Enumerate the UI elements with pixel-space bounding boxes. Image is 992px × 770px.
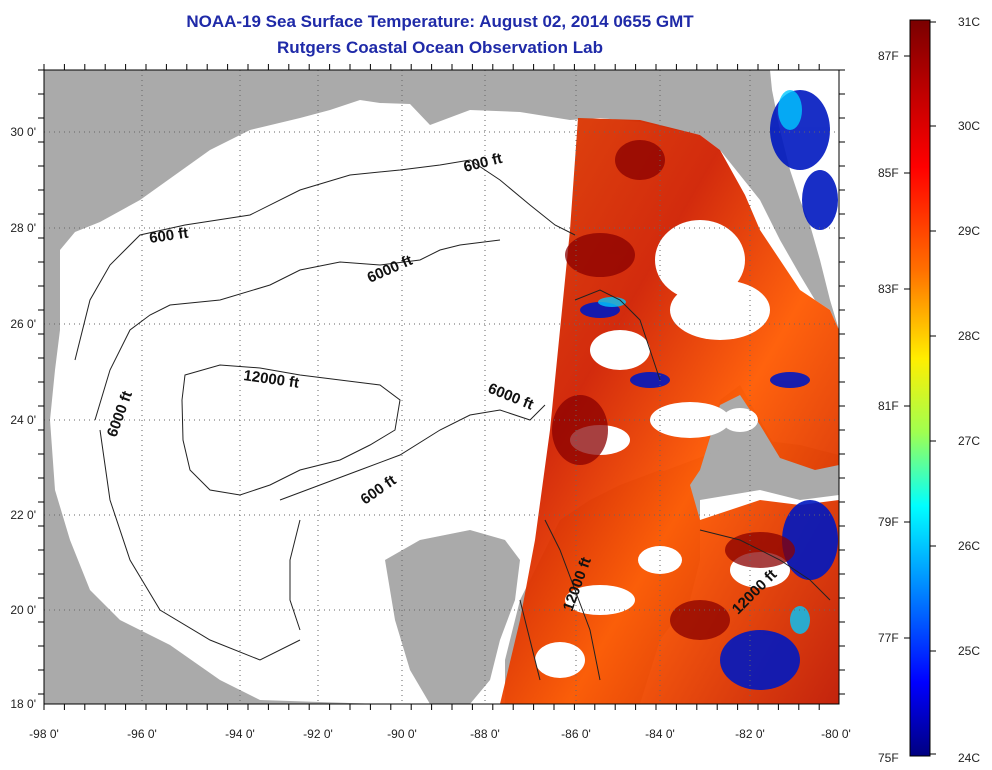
lon-label: -88 0' [470, 727, 500, 741]
colorbar-fahrenheit-label: 83F [878, 282, 899, 296]
lat-label: 26 0' [10, 317, 36, 331]
map-subtitle: Rutgers Coastal Ocean Observation Lab [277, 38, 603, 57]
contour-label-600-west: 600 ft [148, 225, 189, 247]
lat-label: 22 0' [10, 508, 36, 522]
lat-label: 18 0' [10, 697, 36, 711]
colorbar-fahrenheit-label: 81F [878, 399, 899, 413]
lat-label: 30 0' [10, 125, 36, 139]
colorbar-celsius-label: 25C [958, 644, 980, 658]
lon-label: -80 0' [821, 727, 851, 741]
lon-label: -94 0' [225, 727, 255, 741]
longitude-axis: -98 0' -96 0' -94 0' -92 0' -90 0' -88 0… [29, 727, 851, 741]
colorbar-fahrenheit-label: 79F [878, 515, 899, 529]
cool-water-patches [580, 90, 838, 690]
lon-label: -92 0' [303, 727, 333, 741]
colorbar-celsius-label: 30C [958, 119, 980, 133]
colorbar: 31C 30C 29C 28C 27C 26C 25C 24C 87F 85F … [878, 15, 980, 765]
lat-label: 24 0' [10, 413, 36, 427]
mid-temp-patches [598, 90, 810, 634]
colorbar-fahrenheit-label: 87F [878, 49, 899, 63]
colorbar-ticks [904, 21, 936, 755]
graticule [44, 70, 839, 704]
lon-label: -82 0' [735, 727, 765, 741]
colorbar-celsius-label: 26C [958, 539, 980, 553]
map-border [43, 69, 840, 705]
yucatan-land [385, 530, 520, 704]
lon-label: -90 0' [387, 727, 417, 741]
lat-label: 28 0' [10, 221, 36, 235]
lon-label: -96 0' [127, 727, 157, 741]
bathymetry-contours [74, 159, 831, 681]
colorbar-gradient [909, 19, 931, 757]
colorbar-celsius-label: 27C [958, 434, 980, 448]
map-area: 600 ft 600 ft 6000 ft 12000 ft 6000 ft 6… [44, 70, 839, 704]
lon-label: -86 0' [561, 727, 591, 741]
colorbar-celsius-label: 28C [958, 329, 980, 343]
colorbar-celsius-label: 31C [958, 15, 980, 29]
latitude-axis: 18 0' 20 0' 22 0' 24 0' 26 0' 28 0' 30 0… [10, 125, 36, 711]
lon-label: -98 0' [29, 727, 59, 741]
lat-label: 20 0' [10, 603, 36, 617]
colorbar-fahrenheit-label: 77F [878, 631, 899, 645]
colorbar-fahrenheit-label: 85F [878, 166, 899, 180]
axis-ticks [38, 64, 845, 710]
map-title: NOAA-19 Sea Surface Temperature: August … [186, 12, 694, 31]
lon-label: -84 0' [645, 727, 675, 741]
colorbar-celsius-label: 24C [958, 751, 980, 765]
colorbar-fahrenheit-label: 75F [878, 751, 899, 765]
colorbar-celsius-label: 29C [958, 224, 980, 238]
